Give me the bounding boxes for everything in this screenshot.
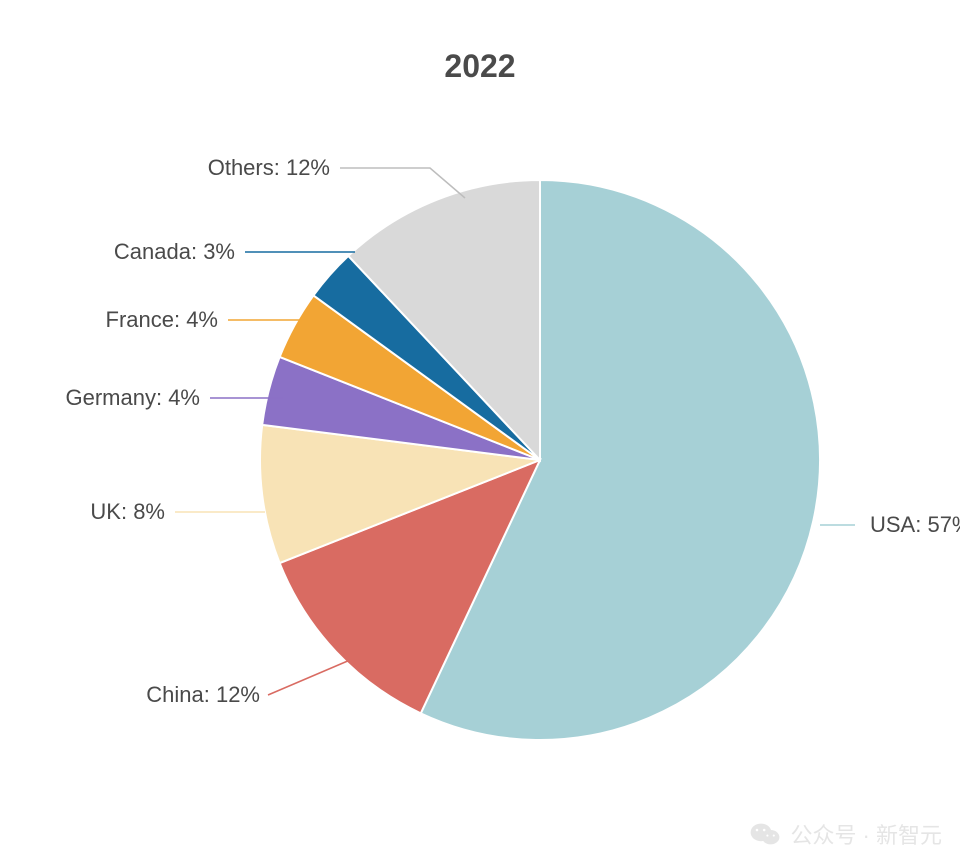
watermark-text: 公众号 · 新智元: [790, 818, 942, 850]
wechat-icon: [750, 822, 780, 846]
pie-chart: USA: 57% China: 12% UK: 8% Germany: 4% Franc…: [0, 0, 960, 864]
label-france: France: 4%: [106, 307, 219, 333]
label-usa: USA: 57%: [870, 512, 960, 538]
label-germany: Germany: 4%: [66, 385, 201, 411]
label-china: China: 12%: [146, 682, 260, 708]
watermark: 公众号 · 新智元: [750, 818, 942, 850]
leader-others: [340, 168, 465, 198]
leader-china: [268, 660, 350, 695]
label-others: Others: 12%: [208, 155, 330, 181]
label-canada: Canada: 3%: [114, 239, 235, 265]
label-uk: UK: 8%: [90, 499, 165, 525]
leader-lines: [0, 0, 960, 864]
